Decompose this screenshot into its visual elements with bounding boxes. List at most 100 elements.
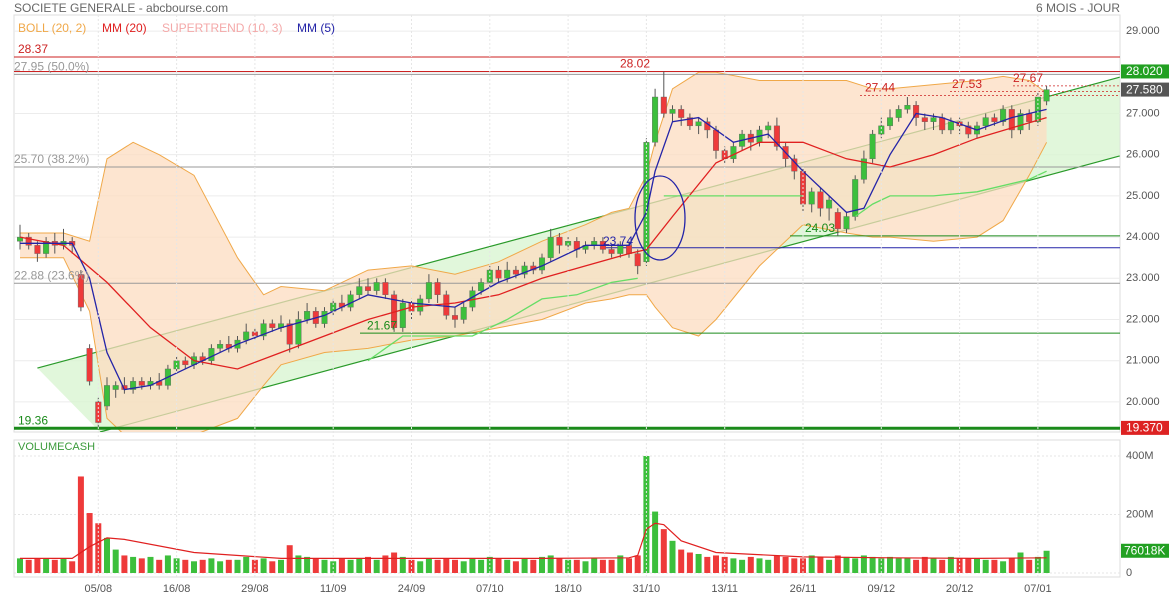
candle-body <box>34 245 41 254</box>
volume-bar <box>295 555 302 573</box>
volume-title: VOLUMECASH <box>18 441 95 453</box>
candle-body <box>713 129 720 151</box>
price-plot <box>14 30 1120 432</box>
volume-bar <box>269 561 276 573</box>
volume-bar <box>704 556 711 573</box>
candle-body <box>208 348 215 361</box>
x-tick-label: 16/08 <box>163 583 191 595</box>
y-tick-label: 24.000 <box>1126 231 1160 243</box>
candle-body <box>965 125 972 135</box>
y-tick-label: 22.000 <box>1126 313 1160 325</box>
level-label: 28.37 <box>18 42 48 56</box>
volume-bar <box>826 559 833 573</box>
candle-body <box>860 158 867 180</box>
candle-body <box>608 249 615 254</box>
candle-body <box>1026 113 1033 122</box>
y-tick-label: 25.000 <box>1126 190 1160 202</box>
volume-bar <box>373 559 380 573</box>
price-tag-label: 19.370 <box>1126 421 1163 435</box>
y-tick-label: 20.000 <box>1126 396 1160 408</box>
bollinger-fill <box>20 72 1047 432</box>
volume-bar <box>713 555 719 573</box>
level-label: 25.70 (38.2%) <box>14 152 89 166</box>
volume-bar <box>643 455 650 573</box>
volume-bar <box>791 558 798 573</box>
candle-body <box>25 236 32 246</box>
y-tick-label: 29.000 <box>1126 25 1160 37</box>
price-tag-label: 28.020 <box>1126 64 1163 78</box>
candle-body <box>634 253 641 267</box>
x-tick-label: 11/09 <box>320 583 347 595</box>
level-label: 23.74 <box>603 234 633 248</box>
chart-title: SOCIETE GENERALE - abcbourse.com <box>14 1 228 15</box>
volume-bar <box>225 559 232 573</box>
volume-bar <box>956 558 963 573</box>
candle-body <box>260 323 267 337</box>
volume-bar <box>965 558 972 573</box>
candle-body <box>243 331 250 341</box>
candle-body <box>138 381 145 386</box>
volume-bar <box>391 552 398 573</box>
volume-bar <box>286 545 293 573</box>
volume-bar <box>530 559 537 573</box>
volume-bar <box>173 558 180 573</box>
legend-entry: SUPERTREND (10, 3) <box>162 21 282 35</box>
legend-entry: BOLL (20, 2) <box>18 21 86 35</box>
price-tag <box>1121 82 1169 97</box>
candle-body <box>887 117 894 127</box>
volume-bar <box>191 561 197 573</box>
candle-body <box>547 236 554 258</box>
volume-bar <box>982 559 989 573</box>
volume-bar <box>591 558 598 573</box>
candle-body <box>399 302 406 328</box>
y-tick-label: 21.000 <box>1126 355 1160 367</box>
level-label: 27.44 <box>865 81 895 95</box>
x-tick-label: 05/08 <box>85 583 113 595</box>
volume-bar <box>782 556 789 573</box>
candle-body <box>678 109 685 118</box>
volume-bar <box>504 559 511 573</box>
candle-body <box>686 117 693 127</box>
x-tick-label: 09/12 <box>868 583 896 595</box>
volume-bar <box>417 561 424 573</box>
level-label: 27.95 (50.0%) <box>14 60 89 74</box>
x-tick-label: 07/01 <box>1024 583 1052 595</box>
volume-bar <box>921 556 928 573</box>
volume-bar <box>660 529 667 573</box>
volume-bar <box>25 559 32 573</box>
volume-bar <box>452 559 458 573</box>
level-label: 27.67 <box>1013 71 1043 85</box>
candle-body <box>947 121 954 131</box>
candle-body <box>521 265 528 275</box>
volume-plot <box>14 455 1120 574</box>
volume-bar <box>147 556 154 573</box>
volume-bar <box>521 558 528 573</box>
volume-bar <box>347 559 354 573</box>
candle-body <box>512 269 519 275</box>
volume-bar <box>208 558 215 573</box>
volume-bar <box>443 558 450 573</box>
period: 6 MOIS - JOUR <box>1036 1 1120 15</box>
y-tick-label: 200M <box>1126 508 1154 520</box>
candle-body <box>539 257 546 271</box>
volume-bar <box>678 549 685 573</box>
volume-bar <box>312 558 319 573</box>
candle-body <box>869 133 876 160</box>
candle-body <box>130 381 137 390</box>
volume-bar <box>617 555 624 573</box>
volume-bar <box>773 555 780 573</box>
candle-body <box>452 315 459 320</box>
volume-bar <box>495 558 502 573</box>
volume-bar <box>1017 552 1024 573</box>
candle-body <box>921 117 928 122</box>
y-tick-label: 27.000 <box>1126 107 1160 119</box>
volume-bar <box>878 558 885 573</box>
level-label: 24.03 <box>805 221 835 235</box>
volume-bar <box>547 555 554 573</box>
volume-bar <box>913 559 920 573</box>
volume-bar <box>887 556 893 573</box>
volume-bar <box>304 556 311 573</box>
volume-bar <box>260 558 267 573</box>
candle-body <box>773 125 780 147</box>
volume-bar <box>695 553 702 573</box>
